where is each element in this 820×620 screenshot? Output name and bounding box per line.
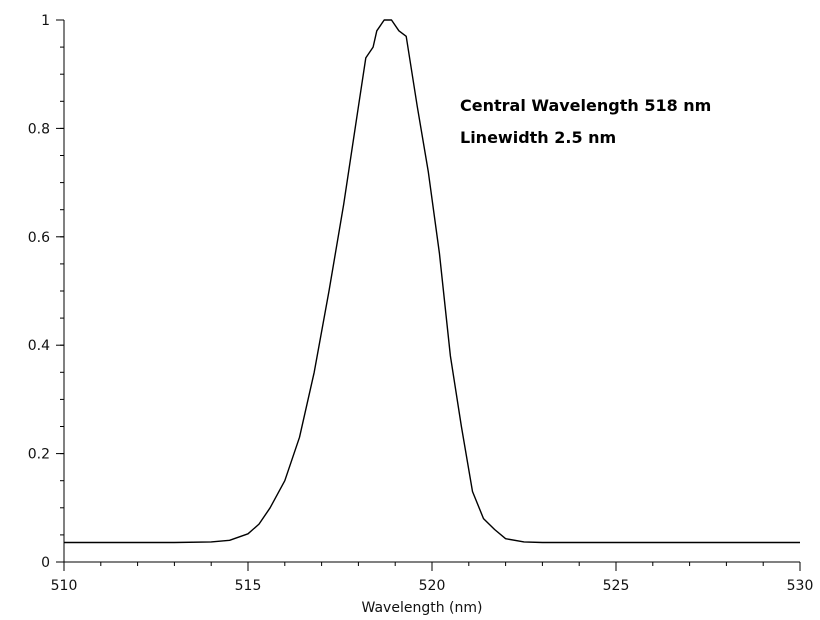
x-tick-label: 515 <box>235 578 262 594</box>
spectrum-line <box>64 19 800 544</box>
annotation-linewidth: Linewidth 2.5 nm <box>460 128 616 147</box>
x-tick-label: 530 <box>787 578 814 594</box>
y-tick-label: 1 <box>41 13 50 29</box>
x-tick-label: 525 <box>603 578 630 594</box>
x-axis-title: Wavelength (nm) <box>362 600 483 616</box>
x-tick-label: 510 <box>51 578 78 594</box>
axes-layer <box>56 19 801 571</box>
series-layer <box>64 19 800 544</box>
y-tick-label: 0.6 <box>28 230 50 246</box>
y-tick-label: 0 <box>41 555 50 571</box>
y-tick-label: 0.4 <box>28 338 50 354</box>
y-tick-label: 0.8 <box>28 121 50 137</box>
annotation-central-wavelength: Central Wavelength 518 nm <box>460 96 711 115</box>
labels-layer: 510 515 520 525 530 0 0.2 0.4 0.6 0.8 1 <box>28 13 814 594</box>
y-tick-label: 0.2 <box>28 447 50 463</box>
x-tick-label: 520 <box>419 578 446 594</box>
